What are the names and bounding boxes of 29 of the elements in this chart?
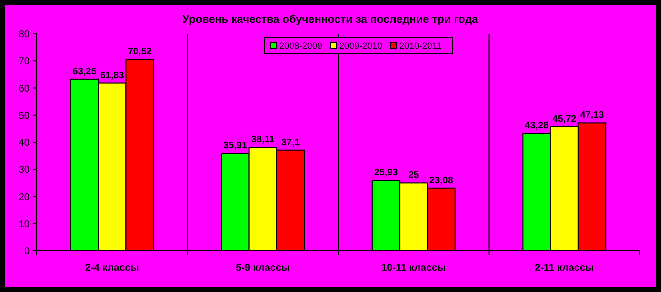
chart-title: Уровень качества обученности за последние три года [182, 14, 480, 26]
data-label: 45,72 [552, 114, 577, 125]
x-tick-label: 10-11 классы [382, 263, 446, 274]
data-label: 35,91 [224, 140, 248, 152]
legend-label: 2010-2011 [400, 41, 442, 52]
y-tick-label: 30 [18, 165, 30, 176]
y-tick-label: 0 [24, 246, 30, 258]
y-tick-label: 70 [18, 56, 30, 68]
data-label: 61,83 [100, 70, 124, 82]
y-tick-label: 10 [18, 219, 30, 230]
data-label: 70,52 [128, 46, 152, 58]
data-label: 47,13 [580, 110, 604, 122]
data-label: 37,1 [282, 137, 301, 148]
y-tick-label: 80 [18, 30, 30, 40]
legend-label: 2009-2010 [340, 41, 383, 52]
y-tick-label: 20 [18, 192, 30, 204]
x-tick-label: 2-4 классы [85, 263, 140, 274]
y-tick-label: 60 [18, 84, 30, 95]
y-tick-label: 40 [18, 138, 30, 149]
data-label: 43,28 [525, 120, 549, 132]
legend-label: 2008-2009 [280, 41, 323, 52]
y-tick-label: 50 [18, 110, 30, 122]
x-tick-label: 2-11 классы [535, 263, 594, 274]
data-label: 63,25 [72, 66, 98, 78]
data-label: 23,08 [430, 175, 454, 186]
x-tick-label: 5-9 классы [236, 263, 290, 274]
data-label: 25,93 [374, 168, 398, 179]
data-label: 25 [408, 170, 420, 182]
data-label: 38,11 [252, 134, 276, 146]
